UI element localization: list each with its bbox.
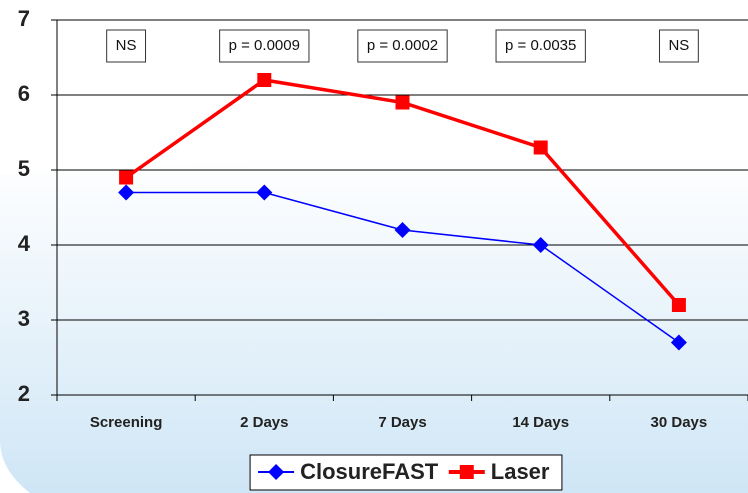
annotation: p = 0.0035 bbox=[505, 37, 576, 54]
x-tick-label: 14 Days bbox=[512, 414, 569, 431]
y-tick-label: 6 bbox=[18, 81, 30, 106]
marker bbox=[671, 298, 686, 312]
y-tick-label: 2 bbox=[18, 381, 30, 406]
annotation: NS bbox=[668, 37, 689, 54]
x-tick-label: Screening bbox=[90, 414, 163, 431]
annotation: p = 0.0002 bbox=[367, 37, 438, 54]
annotation: NS bbox=[116, 37, 137, 54]
annotation-box bbox=[658, 29, 699, 63]
y-tick-label: 4 bbox=[18, 231, 31, 256]
annotation: p = 0.0009 bbox=[229, 37, 300, 54]
annotation-box bbox=[495, 29, 586, 63]
marker bbox=[268, 464, 285, 480]
y-tick-label: 3 bbox=[18, 306, 30, 331]
annotation-box bbox=[106, 29, 147, 63]
annotation-box bbox=[357, 29, 448, 63]
marker bbox=[395, 95, 410, 110]
legend-box bbox=[249, 454, 563, 491]
marker bbox=[670, 334, 687, 351]
y-tick-label: 7 bbox=[18, 6, 30, 31]
marker bbox=[256, 184, 273, 201]
x-tick-label: 30 Days bbox=[651, 414, 708, 431]
marker bbox=[118, 184, 135, 201]
marker bbox=[533, 140, 548, 155]
x-tick-label: 2 Days bbox=[240, 414, 288, 431]
legend-item: ClosureFAST bbox=[258, 459, 439, 484]
y-tick-label: 5 bbox=[18, 156, 30, 181]
legend-label: Laser bbox=[491, 459, 550, 484]
legend-item: Laser bbox=[448, 459, 550, 484]
marker bbox=[257, 73, 272, 87]
legend-label: ClosureFAST bbox=[300, 459, 439, 484]
marker bbox=[532, 237, 549, 253]
legend: ClosureFAST Laser bbox=[249, 454, 563, 491]
marker bbox=[119, 170, 134, 185]
x-tick-label: 7 Days bbox=[378, 414, 426, 431]
marker bbox=[459, 465, 474, 479]
marker bbox=[394, 222, 411, 238]
annotation-box bbox=[219, 29, 310, 63]
background-swoosh bbox=[0, 157, 748, 493]
